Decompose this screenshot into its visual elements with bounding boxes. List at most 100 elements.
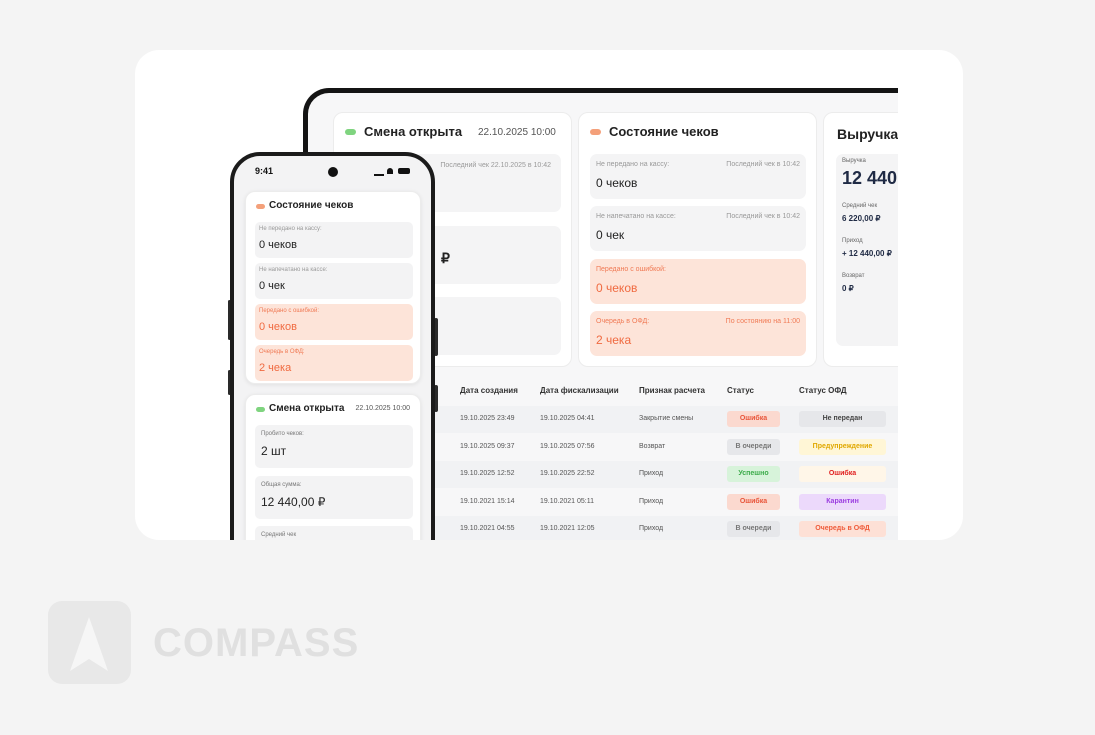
row-label: Не напечатано на кассе: xyxy=(596,213,676,220)
table-cell: 19.10.2021 04:55 xyxy=(460,525,515,532)
camera xyxy=(328,167,338,177)
revenue-label: Средний чек xyxy=(842,203,878,209)
logo-text: COMPASS xyxy=(153,621,360,665)
logo-icon xyxy=(48,601,131,684)
phone-shift-card: Смена открыта 22.10.2025 10:00 Пробито чек… xyxy=(245,394,421,540)
status-badge: Карантин xyxy=(799,493,886,510)
showcase-card: Смена открыта 22.10.2025 10:00 Последний ч… xyxy=(135,50,963,540)
row-value: 2 шт xyxy=(261,444,287,458)
table-cell: Приход xyxy=(639,497,664,505)
table-cell: 19.10.2025 22:52 xyxy=(540,470,595,477)
row-value: 0 чек xyxy=(596,228,625,242)
phone-button xyxy=(228,370,231,395)
table-cell: 19.10.2021 05:11 xyxy=(540,497,594,505)
shift-row: Общая сумма: 12 440,00 ₽ xyxy=(255,475,413,519)
revenue-value: 0 ₽ xyxy=(842,284,854,293)
panel-title: Выручка xyxy=(837,126,898,142)
status-badge: Ошибка xyxy=(799,466,886,482)
revenue-box: Выручка 12 440, Средний чек 6 220,00 ₽ Прихо… xyxy=(836,154,898,346)
box-value: ₽ xyxy=(441,250,450,266)
table-cell: Приход xyxy=(639,470,664,477)
revenue-value: 6 220,00 ₽ xyxy=(842,214,881,223)
receipt-row: Передано с ошибкой: 0 чеков xyxy=(255,304,413,340)
row-value: 0 чеков xyxy=(259,321,297,333)
panel-title: Смена открыта xyxy=(364,124,463,139)
phone-button xyxy=(228,300,231,340)
table-cell: 19.10.2021 12:05 xyxy=(540,525,595,532)
row-value: 2 чека xyxy=(259,362,292,374)
receipt-row: Очередь в ОФД: По состоянию на 11:00 2 чек… xyxy=(590,311,806,356)
shift-row: Пробито чеков: 2 шт xyxy=(255,425,413,468)
table-header: Дата создания xyxy=(460,386,518,395)
status-badge: В очереди xyxy=(727,438,780,455)
row-label: Очередь в ОФД: xyxy=(259,349,305,355)
row-label: Передано с ошибкой: xyxy=(259,308,319,314)
row-value: 12 440,00 ₽ xyxy=(261,494,326,509)
table-header: Признак расчета xyxy=(639,386,705,395)
revenue-value: 12 440, xyxy=(842,168,898,188)
shift-row: Средний чек xyxy=(255,526,413,540)
phone-button xyxy=(434,385,438,412)
receipt-row: Не напечатано на кассе: 0 чек xyxy=(255,263,413,299)
receipt-row: Передано с ошибкой: 0 чеков xyxy=(590,259,806,304)
status-dot xyxy=(590,129,601,135)
status-dot xyxy=(256,407,265,412)
table-cell: Возврат xyxy=(639,442,666,450)
row-value: 0 чеков xyxy=(259,239,297,251)
row-note: По состоянию на 11:00 xyxy=(725,318,800,325)
status-time: 9:41 xyxy=(255,166,274,176)
logo: COMPASS xyxy=(48,601,378,685)
status-badge: В очереди xyxy=(727,521,780,537)
table-cell: 19.10.2025 12:52 xyxy=(460,470,515,477)
row-note: Последний чек в 10:42 xyxy=(726,161,800,168)
row-note: Последний чек в 10:42 xyxy=(726,213,800,220)
table-cell: 19.10.2025 04:41 xyxy=(540,415,595,422)
receipt-row: Очередь в ОФД: 2 чека xyxy=(255,345,413,381)
phone-button xyxy=(434,318,438,356)
card-date: 22.10.2025 10:00 xyxy=(355,405,411,412)
row-label: Не передано на кассу: xyxy=(259,226,322,232)
table-cell: Приход xyxy=(639,525,664,532)
row-value: 0 чеков xyxy=(596,176,638,190)
panel-date: 22.10.2025 10:00 xyxy=(478,127,556,138)
revenue-label: Возврат xyxy=(842,273,865,279)
table-header: Статус ОФД xyxy=(799,386,847,395)
receipt-row: Не передано на кассу: Последний чек в 10:… xyxy=(590,154,806,199)
status-badge: Очередь в ОФД xyxy=(799,521,886,537)
status-badge: Ошибка xyxy=(727,493,780,510)
status-dot xyxy=(256,204,265,209)
row-label: Не передано на кассу: xyxy=(596,161,670,168)
status-badge: Ошибка xyxy=(727,411,780,427)
signal-icon xyxy=(374,169,384,176)
phone-frame: 9:41 Состояние чеков Не передано на кассу:… xyxy=(230,152,435,540)
revenue-label: Выручка xyxy=(842,158,866,164)
box-note: Последний чек 22.10.2025 в 10:42 xyxy=(440,162,551,169)
table-cell: 19.10.2021 15:14 xyxy=(460,497,515,505)
wifi-icon xyxy=(387,168,393,174)
row-value: 2 чека xyxy=(596,333,632,347)
revenue-panel: Выручка Выручка 12 440, Средний чек 6 220,00… xyxy=(823,112,898,367)
revenue-value: + 12 440,00 ₽ xyxy=(842,249,892,258)
row-label: Очередь в ОФД: xyxy=(596,318,650,325)
table-header: Дата фискализации xyxy=(540,386,619,395)
table-cell: 19.10.2025 09:37 xyxy=(460,442,515,450)
panel-title: Состояние чеков xyxy=(609,124,719,139)
status-badge: Предупреждение xyxy=(799,438,886,455)
receipt-row: Не передано на кассу: 0 чеков xyxy=(255,222,413,258)
revenue-label: Приход xyxy=(842,238,863,244)
card-title: Состояние чеков xyxy=(269,200,354,211)
table-cell: 19.10.2025 07:56 xyxy=(540,442,595,450)
table-cell: Закрытие смены xyxy=(639,415,694,422)
table-cell: 19.10.2025 23:49 xyxy=(460,415,515,422)
phone-receipts-card: Состояние чеков Не передано на кассу: 0 че… xyxy=(245,191,421,384)
status-badge: Не передан xyxy=(799,411,886,427)
table-header: Статус xyxy=(727,386,754,395)
receipts-panel: Состояние чеков Не передано на кассу: Посл… xyxy=(578,112,817,367)
row-label: Средний чек xyxy=(261,532,297,538)
card-title: Смена открыта xyxy=(269,403,345,414)
row-value: 0 чек xyxy=(259,280,285,292)
row-label: Общая сумма: xyxy=(261,481,302,488)
receipt-row: Не напечатано на кассе: Последний чек в 1… xyxy=(590,206,806,251)
status-badge: Успешно xyxy=(727,466,780,482)
